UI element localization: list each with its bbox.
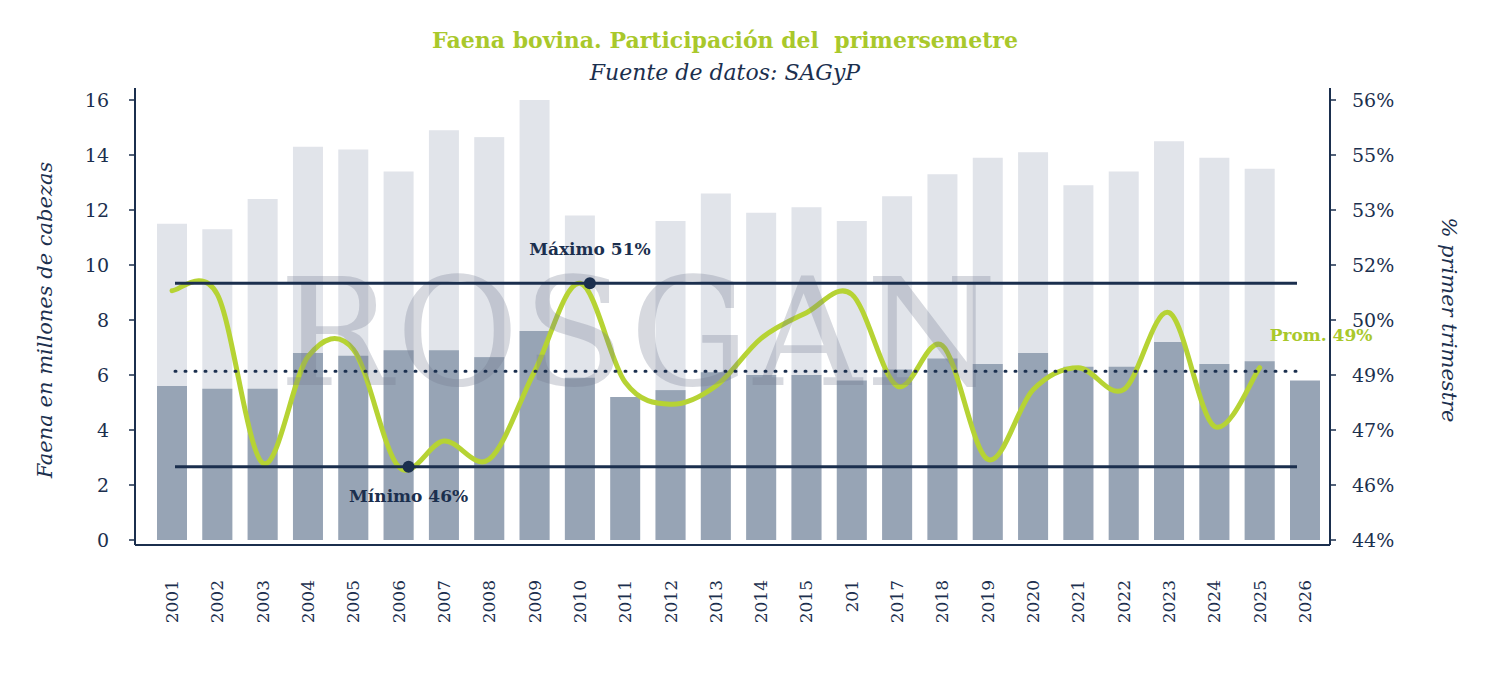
x-tick-label: 2006	[389, 580, 409, 623]
y-tick	[129, 209, 135, 211]
x-tick-label: 2020	[1023, 580, 1043, 623]
x-tick-label: 2024	[1204, 580, 1224, 623]
y2-tick-label: 56%	[1352, 89, 1394, 111]
y2-axis-title: % primer trimestre	[1437, 217, 1461, 422]
annotation: Máximo 51%	[529, 239, 650, 259]
y2-axis	[1329, 88, 1331, 545]
bar	[1018, 152, 1048, 540]
x-tick-label: 2019	[978, 580, 998, 623]
y-axis-title: Faena en millones de cabezas	[33, 161, 57, 479]
reference-marker	[584, 277, 596, 289]
x-tick-label: 2023	[1159, 580, 1179, 623]
y2-tick	[1330, 484, 1336, 486]
watermark: ROSGAN	[279, 246, 1001, 420]
x-tick-label: 2026	[1295, 580, 1315, 623]
y-tick	[129, 99, 135, 101]
x-tick-label: 201	[842, 580, 862, 612]
x-tick-label: 2014	[751, 580, 771, 623]
bar	[202, 389, 232, 540]
plot-area	[157, 100, 1320, 540]
subtitle: Fuente de datos: SAGyP	[589, 60, 862, 85]
y2-tick	[1330, 209, 1336, 211]
y2-tick-label: 50%	[1352, 309, 1394, 331]
x-tick-label: 2021	[1068, 580, 1088, 623]
y2-tick-label: 52%	[1352, 254, 1394, 276]
y2-tick	[1330, 429, 1336, 431]
y-tick	[129, 539, 135, 541]
y2-tick	[1330, 264, 1336, 266]
y2-tick-label: 46%	[1352, 474, 1394, 496]
y-tick	[129, 374, 135, 376]
bar	[1199, 364, 1229, 540]
x-tick-label: 2017	[887, 580, 907, 623]
y2-tick-label: 53%	[1352, 199, 1394, 221]
y-tick-label: 16	[85, 89, 109, 111]
y-tick	[129, 484, 135, 486]
y-tick-label: 2	[97, 474, 109, 496]
reference-lines	[175, 283, 1297, 466]
annotation: Mínimo 46%	[349, 486, 468, 506]
y2-tick-label: 44%	[1352, 529, 1394, 551]
y-tick-label: 0	[97, 529, 109, 551]
x-tick-label: 2018	[932, 580, 952, 623]
y-tick-label: 6	[97, 364, 109, 386]
y2-tick-label: 49%	[1352, 364, 1394, 386]
y2-tick	[1330, 319, 1336, 321]
y2-tick-label: 47%	[1352, 419, 1394, 441]
x-tick-label: 2013	[706, 580, 726, 623]
y2-tick	[1330, 154, 1336, 156]
reference-marker	[403, 461, 415, 473]
y-tick-label: 4	[97, 419, 109, 441]
reference-line	[175, 465, 1297, 468]
y-tick-label: 12	[85, 199, 109, 221]
bar	[1063, 367, 1093, 540]
x-tick-label: 2011	[615, 580, 635, 623]
title: Faena bovina. Participación del primerse…	[432, 27, 1018, 53]
reference-line	[175, 282, 1297, 285]
reference-line	[175, 370, 1297, 373]
bar	[1290, 381, 1320, 541]
y-tick	[129, 429, 135, 431]
bar	[157, 386, 187, 540]
y-tick-label: 8	[97, 309, 109, 331]
bar	[1154, 141, 1184, 540]
bar	[248, 199, 278, 540]
bar	[1245, 169, 1275, 540]
y-axis	[134, 88, 136, 545]
bar	[1154, 342, 1184, 540]
x-tick-label: 2010	[570, 580, 590, 623]
y-tick	[129, 154, 135, 156]
x-tick-label: 2009	[525, 580, 545, 623]
x-tick-label: 2022	[1114, 580, 1134, 623]
y-tick	[129, 264, 135, 266]
bar	[1063, 185, 1093, 540]
y2-tick-label: 55%	[1352, 144, 1394, 166]
chart: Faena bovina. Participación del primerse…	[0, 0, 1500, 689]
x-tick-label: 2007	[434, 580, 454, 623]
x-tick-label: 2015	[796, 580, 816, 623]
x-tick-label: 2002	[207, 580, 227, 623]
bar	[1109, 172, 1139, 541]
bar	[202, 229, 232, 540]
y2-tick	[1330, 374, 1336, 376]
x-tick-label: 2005	[343, 580, 363, 623]
x-tick-label: 2004	[298, 580, 318, 623]
x-axis	[135, 544, 1330, 546]
x-tick-label: 2012	[661, 580, 681, 623]
bar	[157, 224, 187, 540]
x-tick-label: 2025	[1250, 580, 1270, 623]
y2-tick	[1330, 539, 1336, 541]
y-tick-label: 10	[85, 254, 109, 276]
x-tick-label: 2001	[162, 580, 182, 623]
y-tick-label: 14	[85, 144, 109, 166]
y2-tick	[1330, 99, 1336, 101]
bar	[1199, 158, 1229, 540]
x-tick-label: 2008	[479, 580, 499, 623]
y-tick	[129, 319, 135, 321]
x-tick-label: 2003	[253, 580, 273, 623]
